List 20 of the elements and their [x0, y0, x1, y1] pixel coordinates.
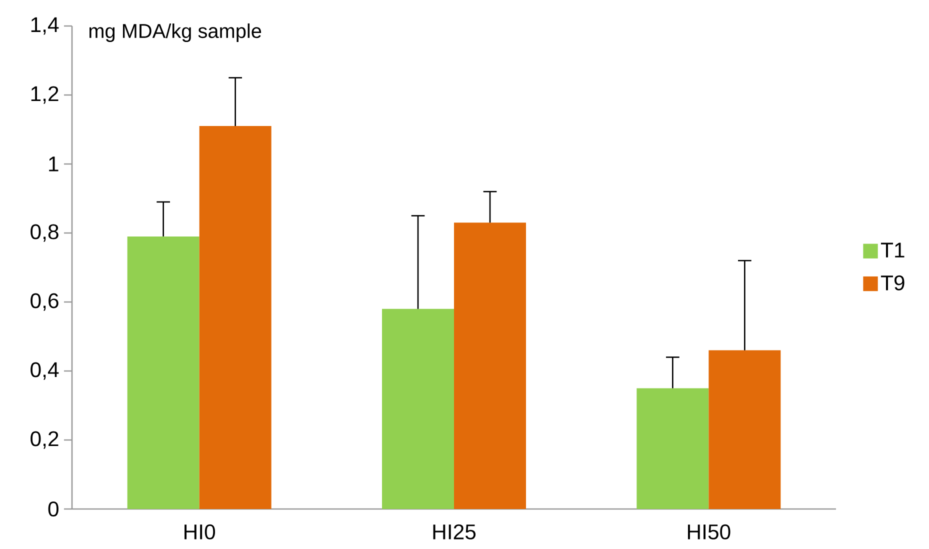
bar — [127, 236, 200, 509]
y-axis-title: mg MDA/kg sample — [89, 23, 262, 42]
y-tick-label: 0,4 — [30, 362, 59, 380]
y-tick-label: 1 — [49, 156, 58, 172]
y-tick-label: 0 — [48, 501, 58, 517]
legend-label: T1 — [880, 242, 904, 258]
x-tick-label: HI0 — [184, 524, 216, 540]
y-tick-label: 1,2 — [31, 86, 58, 104]
x-tick-label: HI50 — [688, 524, 730, 540]
y-tick-label: 0,6 — [30, 293, 58, 311]
legend-label: T9 — [880, 275, 904, 290]
bar — [708, 350, 781, 509]
x-tick-label: HI25 — [433, 524, 476, 540]
bar — [382, 308, 454, 509]
bar — [454, 222, 526, 509]
y-tick-label: 1,4 — [31, 17, 59, 35]
bar — [636, 388, 709, 509]
bar — [199, 126, 272, 509]
y-tick-label: 0,8 — [30, 224, 58, 242]
y-tick-label: 0,2 — [30, 431, 58, 449]
